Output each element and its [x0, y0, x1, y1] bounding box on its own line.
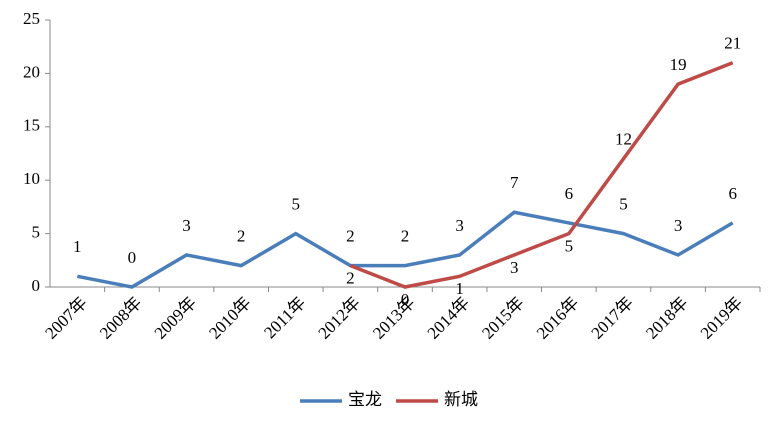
y-tick-label: 5	[32, 223, 41, 242]
data-label: 2	[346, 269, 355, 288]
x-tick-label: 2008年	[96, 293, 145, 342]
y-tick-label: 10	[23, 169, 40, 188]
series-line	[76, 210, 734, 289]
x-tick-label: 2019年	[697, 293, 746, 342]
x-tick-label: 2012年	[314, 293, 363, 342]
x-tick-label: 2011年	[260, 293, 309, 342]
x-tick-label: 2013年	[369, 293, 418, 342]
data-label: 12	[615, 130, 632, 149]
y-tick-label: 25	[23, 9, 40, 28]
data-label: 1	[73, 237, 82, 256]
data-label: 5	[619, 195, 628, 214]
data-label: 3	[182, 216, 191, 235]
data-label: 3	[674, 216, 683, 235]
x-tick-label: 2018年	[642, 293, 691, 342]
data-label: 3	[455, 216, 464, 235]
data-label: 0	[401, 290, 410, 309]
data-label: 5	[292, 195, 301, 214]
data-label: 6	[728, 184, 737, 203]
data-label: 21	[724, 34, 741, 53]
x-tick-label: 2009年	[151, 293, 200, 342]
legend-label: 新城	[444, 390, 478, 409]
data-label: 7	[510, 173, 519, 192]
legend-label: 宝龙	[348, 390, 382, 409]
data-label: 2	[237, 227, 246, 246]
y-tick-label: 20	[23, 62, 40, 81]
x-tick-label: 2010年	[205, 293, 254, 342]
data-label: 19	[670, 55, 687, 74]
data-label: 0	[128, 248, 137, 267]
x-tick-label: 2016年	[533, 293, 582, 342]
x-tick-label: 2017年	[588, 293, 637, 342]
data-label: 1	[455, 279, 464, 298]
x-tick-label: 2014年	[424, 293, 473, 342]
y-tick-label: 15	[23, 116, 40, 135]
data-label: 6	[565, 184, 574, 203]
x-tick-label: 2007年	[41, 293, 90, 342]
series-line	[349, 61, 734, 289]
data-label: 3	[510, 258, 519, 277]
y-tick-label: 0	[32, 276, 41, 295]
data-label: 5	[565, 237, 574, 256]
x-tick-label: 2015年	[478, 293, 527, 342]
data-label: 2	[401, 227, 410, 246]
data-label: 2	[346, 227, 355, 246]
